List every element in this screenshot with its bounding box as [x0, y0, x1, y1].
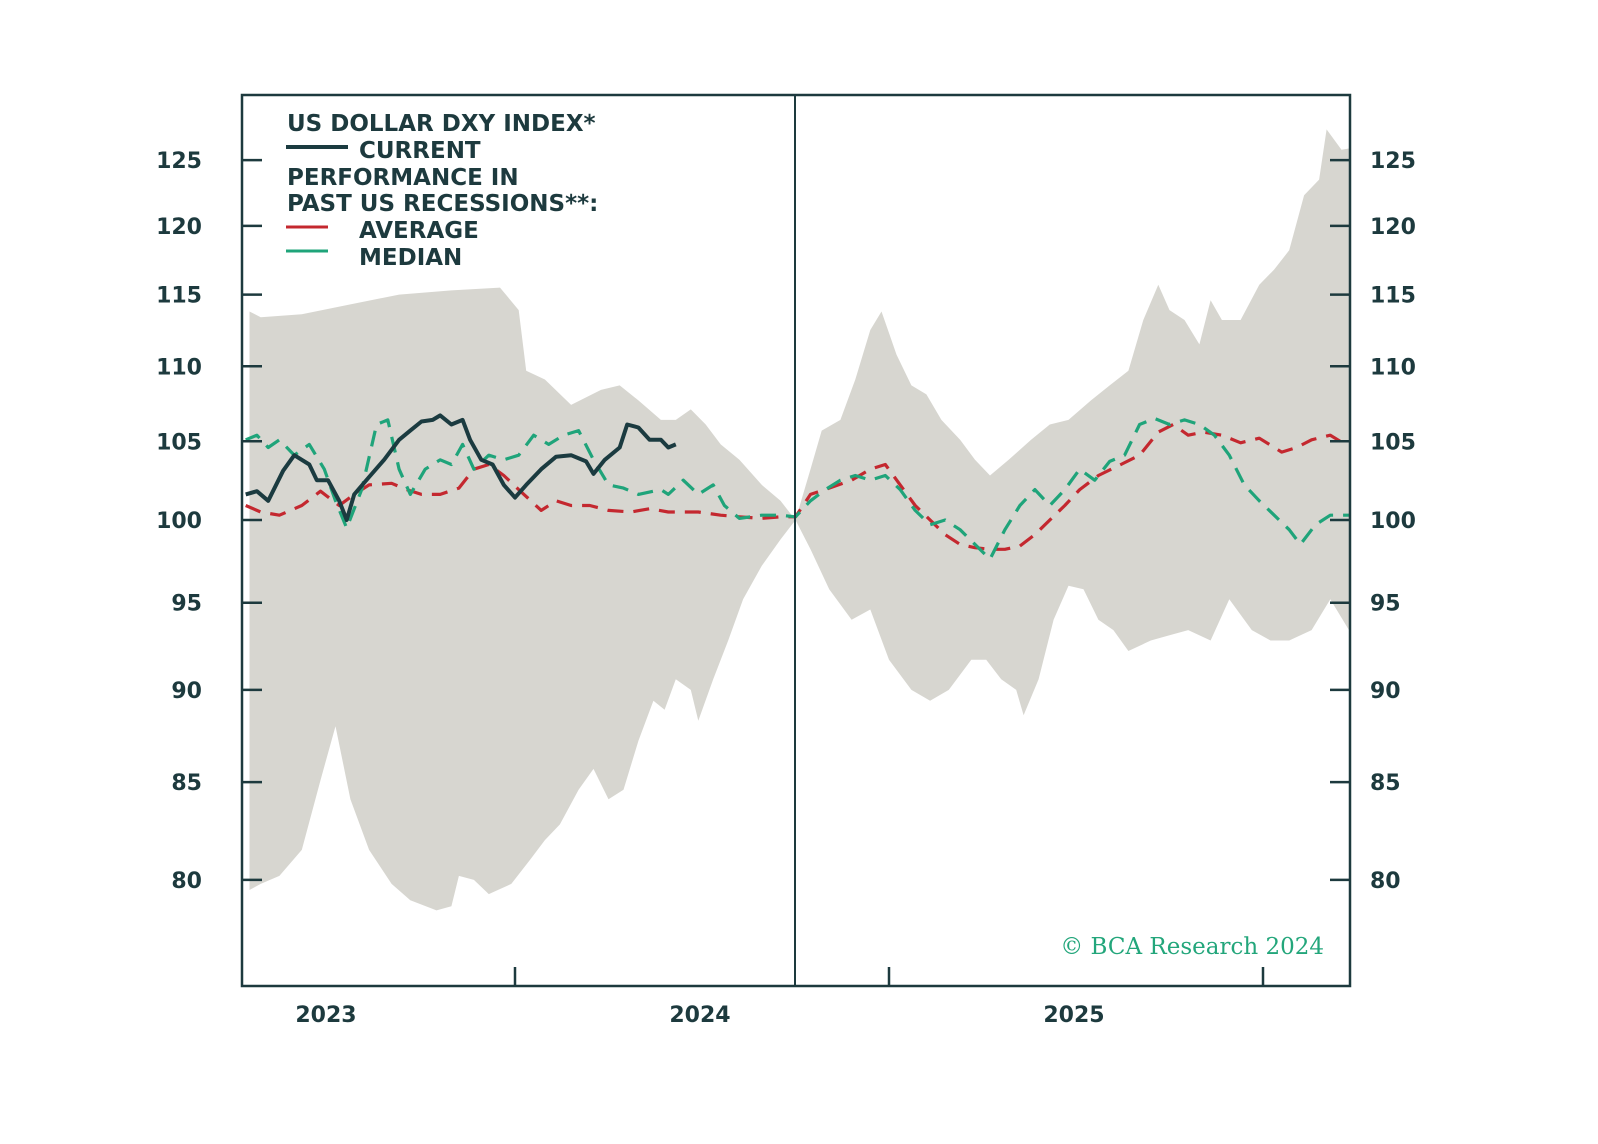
legend-group-line2: PAST US RECESSIONS**:: [287, 191, 598, 217]
y-tick-label-right: 110: [1370, 355, 1416, 380]
x-tick-label: 2025: [1043, 1003, 1104, 1028]
median-series-line: [245, 416, 1349, 561]
y-tick-label-left: 115: [156, 284, 202, 309]
average-series-line: [245, 422, 1347, 551]
y-tick-label-right: 95: [1370, 592, 1401, 617]
legend: US DOLLAR DXY INDEX* CURRENT PERFORMANCE…: [286, 111, 598, 271]
chart-title: US DOLLAR DXY INDEX*: [287, 111, 596, 137]
y-tick-label-right: 100: [1370, 509, 1416, 534]
y-tick-label-right: 80: [1370, 869, 1401, 894]
legend-group-line1: PERFORMANCE IN: [287, 165, 519, 191]
plot-frame: [240, 93, 1352, 988]
y-tick-label-right: 85: [1370, 771, 1401, 796]
y-tick-label-right: 90: [1370, 679, 1401, 704]
watermark: © BCA Research 2024: [1060, 934, 1324, 960]
y-tick-label-right: 125: [1370, 149, 1416, 174]
y-tick-label-right: 105: [1370, 430, 1416, 455]
legend-median: MEDIAN: [359, 245, 462, 271]
legend-current: CURRENT: [359, 138, 481, 164]
y-tick-label-left: 120: [156, 215, 202, 240]
current-series-line: [245, 413, 677, 522]
x-tick-label: 2023: [295, 1003, 356, 1028]
recession-range-band: [249, 129, 1349, 911]
y-tick-label-left: 105: [156, 430, 202, 455]
y-tick-label-left: 95: [171, 592, 202, 617]
y-tick-label-left: 100: [156, 509, 202, 534]
y-tick-label-left: 110: [156, 355, 202, 380]
legend-average: AVERAGE: [359, 218, 479, 244]
y-tick-label-right: 120: [1370, 215, 1416, 240]
y-tick-label-left: 85: [171, 771, 202, 796]
y-tick-label-left: 80: [171, 869, 202, 894]
y-tick-label-right: 115: [1370, 284, 1416, 309]
y-tick-label-left: 125: [156, 149, 202, 174]
y-tick-label-left: 90: [171, 679, 202, 704]
x-tick-label: 2024: [669, 1003, 730, 1028]
